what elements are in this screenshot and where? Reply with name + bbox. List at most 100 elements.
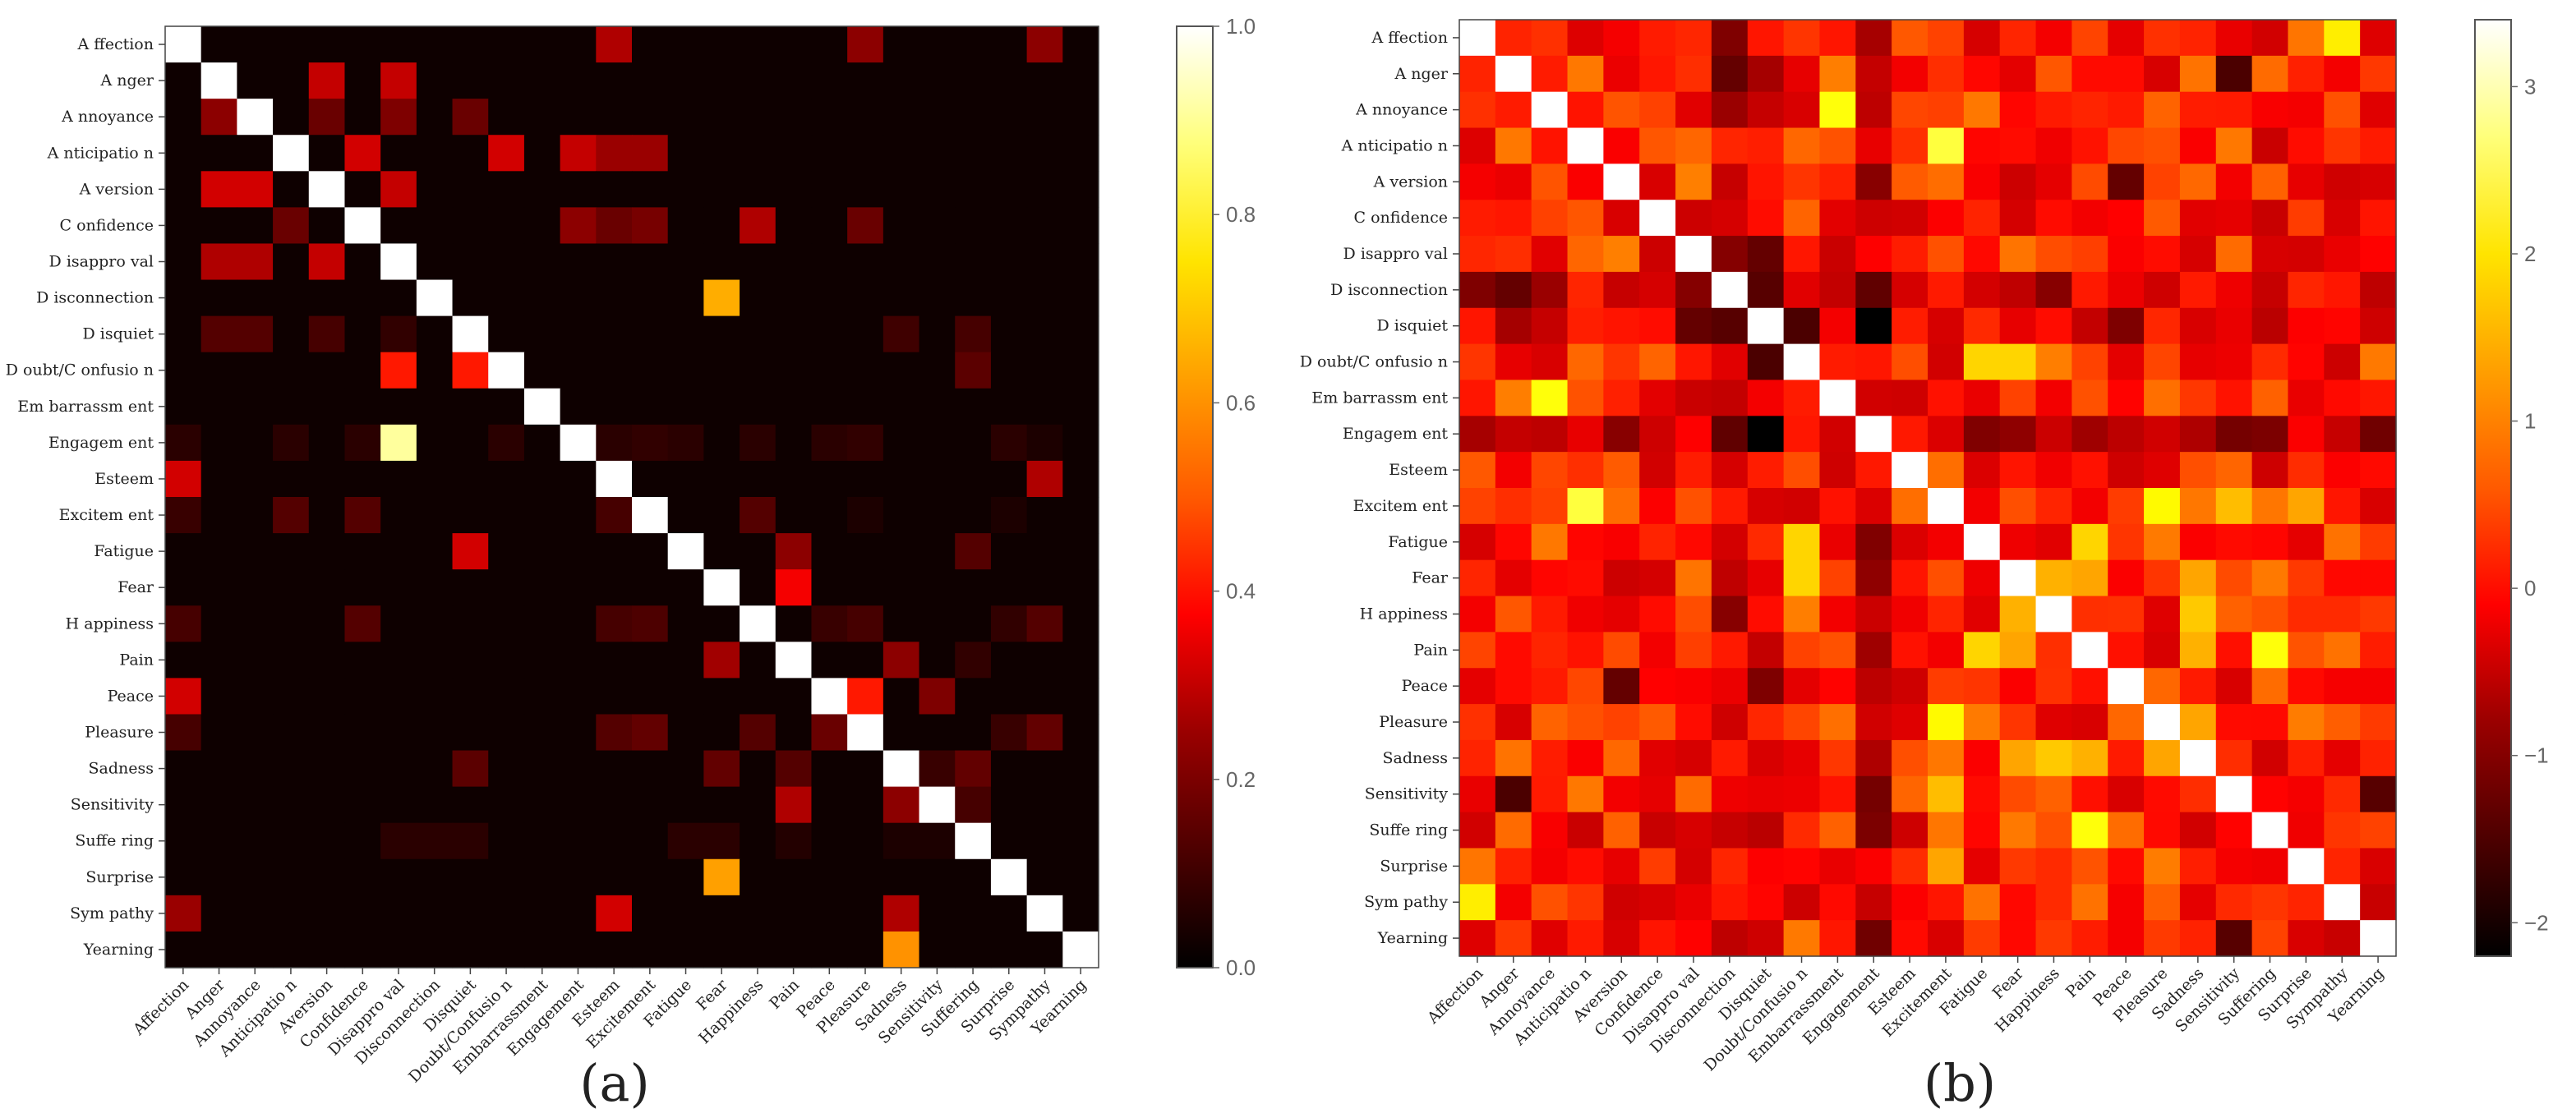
heatmap-a-cell-25-6 [380, 931, 417, 968]
heatmap-a-cell-17-8 [452, 642, 489, 679]
heatmap-b-cell-24-5 [1639, 884, 1676, 921]
heatmap-b-cell-1-0 [1459, 55, 1496, 93]
heatmap-a-cell-5-13 [632, 207, 669, 245]
heatmap-a-cell-13-16 [740, 497, 776, 534]
heatmap-b-cell-12-16 [2035, 452, 2072, 489]
heatmap-a-cell-7-6 [380, 279, 417, 317]
heatmap-b-cell-11-19 [2144, 416, 2181, 453]
heatmap-b-cell-21-20 [2179, 775, 2217, 813]
heatmap-a-cell-22-25 [1062, 822, 1099, 860]
heatmap-a-cell-12-25 [1062, 460, 1099, 498]
heatmap-b-cell-22-7 [1711, 812, 1749, 849]
heatmap-b-cell-11-13 [1928, 416, 1965, 453]
heatmap-b-cell-11-15 [1999, 416, 2037, 453]
heatmap-a-cell-2-19 [847, 99, 884, 136]
heatmap-a-cell-3-21 [919, 135, 956, 172]
heatmap-a-cell-1-6 [380, 62, 417, 99]
heatmap-b-cell-8-17 [2071, 307, 2108, 345]
heatmap-a-cell-15-8 [452, 569, 489, 606]
heatmap-a-cell-1-15 [703, 62, 740, 99]
heatmap-a-cell-9-16 [740, 352, 776, 389]
heatmap-b-cell-8-22 [2251, 307, 2289, 345]
heatmap-b-cell-25-18 [2108, 920, 2145, 957]
heatmap-b-cell-17-14 [1963, 632, 2001, 669]
heatmap-b-cell-19-6 [1675, 704, 1712, 741]
heatmap-b-cell-20-16 [2035, 739, 2072, 777]
heatmap-a-cell-16-4 [308, 605, 346, 642]
heatmap-b-cells [1459, 19, 2397, 957]
heatmap-b-cell-18-17 [2071, 668, 2108, 705]
heatmap-a-cell-24-5 [344, 895, 381, 932]
heatmap-a-cell-10-25 [1062, 388, 1099, 426]
heatmap-b-cell-1-19 [2144, 55, 2181, 93]
heatmap-a-cell-19-24 [1026, 714, 1063, 752]
heatmap-a-cell-6-5 [344, 243, 381, 281]
heatmap-a-cell-19-25 [1062, 714, 1099, 752]
row-label-a-18: Peace [108, 687, 154, 705]
heatmap-b-cell-10-5 [1639, 380, 1676, 416]
heatmap-b-cell-13-17 [2071, 488, 2108, 525]
heatmap-b-cell-24-19 [2144, 884, 2181, 921]
heatmap-a-cell-9-0 [165, 352, 202, 389]
heatmap-b-cell-16-2 [1531, 596, 1569, 633]
heatmap-a-cell-20-3 [273, 750, 310, 788]
heatmap-b-cell-23-21 [2215, 848, 2253, 885]
heatmap-a-cell-15-17 [775, 569, 813, 606]
heatmap-b-cell-10-14 [1963, 380, 2001, 416]
heatmap-a-cell-20-4 [308, 750, 346, 788]
row-label-b-18: Peace [1402, 677, 1448, 695]
row-label-b-23: Surprise [1380, 857, 1448, 875]
row-label-a-13: Excitem ent [59, 506, 154, 524]
heatmap-a-cell-13-7 [416, 497, 454, 534]
heatmap-b-cell-16-19 [2144, 596, 2181, 633]
heatmap-a-cell-10-12 [596, 388, 633, 426]
heatmap-b-cell-14-14 [1963, 523, 2001, 561]
heatmap-a-cell-25-11 [560, 931, 597, 968]
row-label-b-2: A nnoyance [1355, 101, 1448, 119]
heatmap-a-cell-2-13 [632, 99, 669, 136]
heatmap-a-cell-23-20 [882, 858, 920, 896]
heatmap-a-cell-0-17 [775, 26, 813, 63]
heatmap-a-cell-24-11 [560, 895, 597, 932]
heatmap-b-cell-20-10 [1819, 739, 1856, 777]
heatmap-a-cell-23-12 [596, 858, 633, 896]
heatmap-b-cell-15-3 [1567, 559, 1604, 597]
heatmap-a-cell-18-1 [200, 678, 237, 715]
heatmap-a-cell-11-3 [273, 424, 310, 462]
heatmap-a-cell-24-14 [667, 895, 704, 932]
heatmap-b-cell-14-1 [1495, 523, 1532, 561]
row-label-b-8: D isquiet [1377, 317, 1449, 335]
heatmap-a-cell-4-24 [1026, 171, 1063, 208]
heatmap-a-cell-22-7 [416, 822, 454, 860]
heatmap-a-cell-24-16 [740, 895, 776, 932]
heatmap-b-cell-12-1 [1495, 452, 1532, 489]
heatmap-b-cell-19-17 [2071, 704, 2108, 741]
heatmap-a-cell-25-21 [919, 931, 956, 968]
heatmap-b-cell-3-3 [1567, 127, 1604, 164]
heatmap-b-cell-16-24 [2324, 596, 2361, 633]
heatmap-a-cell-11-21 [919, 424, 956, 462]
heatmap-a-cell-25-10 [523, 931, 561, 968]
heatmap-a-cell-15-5 [344, 569, 381, 606]
heatmap-b-cell-8-13 [1928, 307, 1965, 345]
row-label-a-12: Esteem [94, 470, 154, 488]
heatmap-b-cell-5-24 [2324, 200, 2361, 237]
heatmap-a-cell-18-22 [955, 678, 992, 715]
heatmap-a-cell-18-15 [703, 678, 740, 715]
heatmap-a-cell-4-18 [811, 171, 848, 208]
heatmap-a-cell-10-0 [165, 388, 202, 426]
heatmap-a-cell-2-10 [523, 99, 561, 136]
heatmap-a-cell-25-5 [344, 931, 381, 968]
heatmap-b-cell-7-2 [1531, 271, 1569, 309]
heatmap-a-cell-15-6 [380, 569, 417, 606]
heatmap-b-cell-0-24 [2324, 20, 2361, 57]
heatmap-b-cell-11-21 [2215, 416, 2253, 453]
heatmap-a-cell-5-17 [775, 207, 813, 245]
heatmap-b-cell-6-4 [1603, 236, 1640, 273]
heatmap-a-cell-13-9 [488, 497, 525, 534]
heatmap-b-cell-2-2 [1531, 91, 1569, 129]
row-label-b-15: Fear [1412, 569, 1449, 587]
heatmap-a-cell-23-9 [488, 858, 525, 896]
heatmap-b-cell-3-18 [2108, 127, 2145, 164]
heatmap-b-cell-18-4 [1603, 668, 1640, 705]
